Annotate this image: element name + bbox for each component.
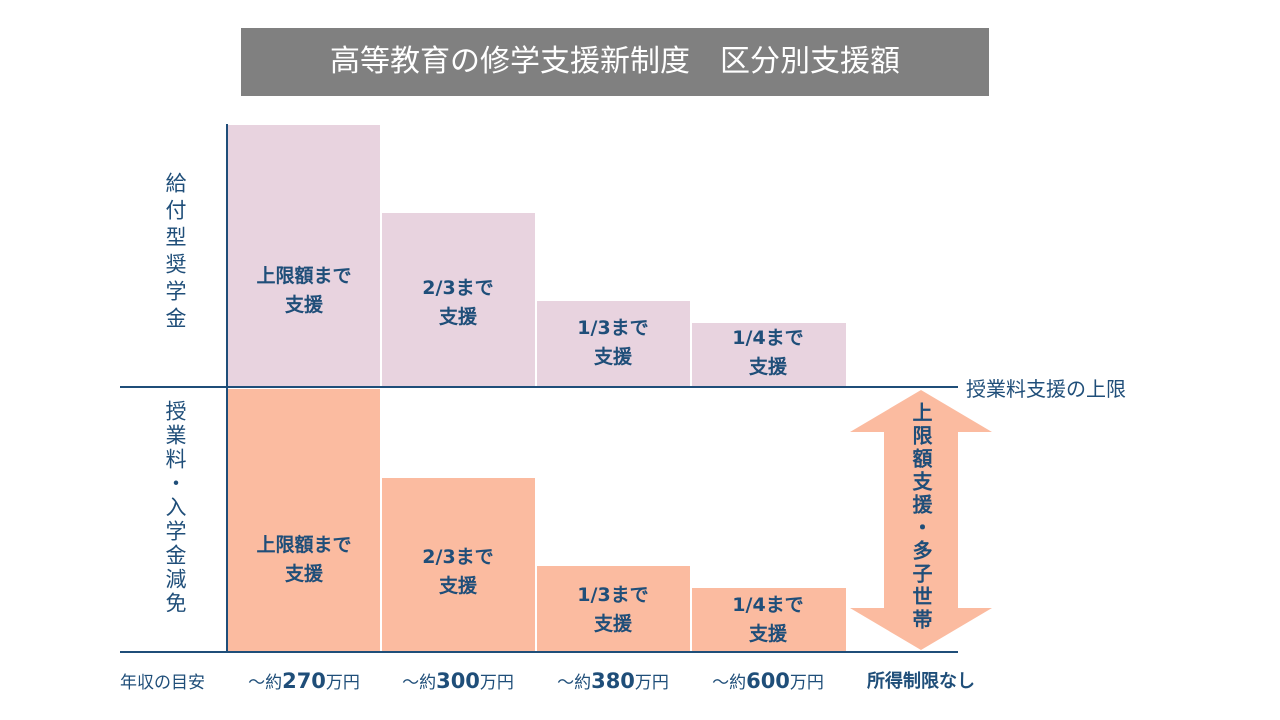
income-amount: 600 — [746, 669, 790, 693]
bar-label: 2/3まで支援 — [382, 274, 534, 332]
bar-label-line: 上限額まで — [256, 265, 352, 287]
bar-label: 上限額まで 支援 — [228, 531, 380, 589]
double-arrow — [850, 390, 992, 650]
income-amount: 270 — [282, 669, 326, 693]
income-unit: 万円 — [479, 673, 514, 693]
bar-label-line: 支援 — [593, 346, 632, 368]
income-amount: 300 — [436, 669, 480, 693]
income-prefix: ～約 — [712, 673, 747, 693]
income-amount: 380 — [591, 669, 635, 693]
bar — [692, 323, 846, 386]
bar-label-line: 支援 — [284, 563, 323, 585]
income-unit: 万円 — [634, 673, 669, 693]
arrow-label: 上限額支援・多子世帯 — [909, 402, 933, 632]
bar — [692, 588, 846, 651]
bar-label: 1/3まで支援 — [537, 314, 689, 372]
income-column: ～約270万円 — [228, 668, 380, 693]
row-label: 授業料・入学金減免 — [163, 400, 187, 616]
no-limit-label: 所得制限なし — [867, 671, 975, 692]
income-prefix: ～約 — [248, 673, 283, 693]
bar-label-line: 支援 — [284, 294, 323, 316]
income-unit: 万円 — [789, 673, 824, 693]
bar-label: 1/3まで支援 — [537, 581, 689, 639]
bar — [382, 478, 535, 651]
bar-label-line: 2/3まで — [422, 546, 494, 568]
bar-label-line: 1/3まで — [577, 584, 649, 606]
limit-label: 授業料支援の上限 — [966, 377, 1126, 401]
income-column: ～約600万円 — [692, 668, 844, 693]
bar-label-line: 支援 — [748, 623, 787, 645]
top-bars — [228, 125, 846, 386]
axes — [120, 124, 958, 653]
bar-label-line: 2/3まで — [422, 277, 494, 299]
bar-label: 上限額まで 支援 — [228, 262, 380, 320]
income-prefix: ～約 — [402, 673, 437, 693]
bar-label-line: 支援 — [438, 306, 477, 328]
income-prefix: ～約 — [557, 673, 592, 693]
income-column: ～約380万円 — [537, 668, 689, 693]
bar-label-line: 1/4まで — [732, 327, 804, 349]
income-unit: 万円 — [325, 673, 360, 693]
bar — [537, 566, 690, 651]
bottom-bars — [228, 389, 846, 651]
bar — [537, 301, 690, 386]
income-column: ～約300万円 — [382, 668, 534, 693]
bar-label-line: 1/3まで — [577, 317, 649, 339]
bar-label-line: 1/4まで — [732, 594, 804, 616]
bar — [228, 125, 380, 386]
bar-label: 2/3まで支援 — [382, 543, 534, 601]
bar-label: 1/4まで支援 — [692, 591, 844, 649]
bar-label: 1/4まで支援 — [692, 324, 844, 382]
bar-label-line: 支援 — [438, 575, 477, 597]
bar-label-line: 上限額まで — [256, 534, 352, 556]
bar — [228, 389, 380, 651]
bar-label-line: 支援 — [593, 613, 632, 635]
bar — [382, 213, 535, 386]
row-label: 給付型奨学金 — [163, 172, 187, 334]
income-label: 年収の目安 — [120, 673, 205, 693]
bar-label-line: 支援 — [748, 356, 787, 378]
title: 高等教育の修学支援新制度 区分別支援額 — [241, 28, 989, 96]
